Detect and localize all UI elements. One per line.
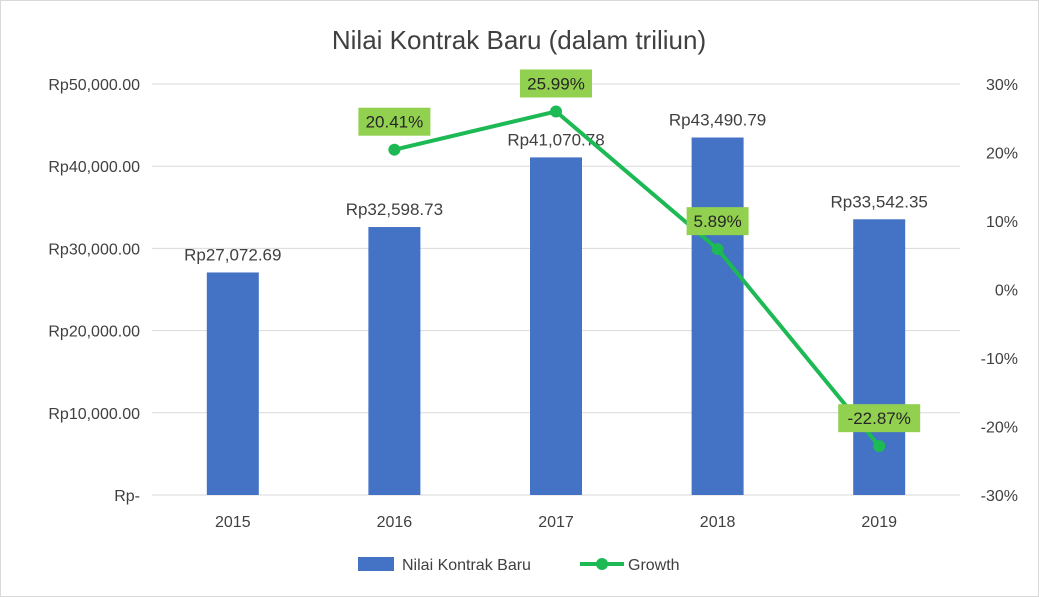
left-tick-label: Rp10,000.00 [48,406,140,423]
growth-label-text: 5.89% [693,212,741,231]
left-axis-ticks: Rp- Rp10,000.00 Rp20,000.00 Rp30,000.00 Rp40… [48,77,140,505]
growth-label-text: 20.41% [366,113,424,132]
bar-data-label: Rp27,072.69 [184,245,281,264]
bar [206,272,259,495]
bar-data-label: Rp33,542.35 [831,192,928,211]
growth-label-box [686,207,749,236]
growth-data-label: -22.87% [838,404,921,433]
bar [853,219,906,496]
growth-point [550,105,562,118]
legend-item-nilai-kontrak-baru: Nilai Kontrak Baru [358,557,531,574]
growth-point [711,243,724,256]
growth-point [873,440,886,453]
bar-data-label: Rp41,070.78 [507,130,604,149]
left-tick-label: Rp20,000.00 [48,324,140,341]
bar-data-label: Rp43,490.79 [669,111,766,130]
growth-line [393,109,881,448]
x-tick-label: 2018 [700,514,736,531]
growth-data-label: 25.99% [520,69,592,98]
growth-point [388,143,401,156]
bar-series [206,137,906,496]
x-tick-label: 2019 [861,514,897,531]
chart-title: Nilai Kontrak Baru (dalam triliun) [332,25,706,55]
bar [530,157,582,495]
right-tick-label: 10% [986,214,1018,231]
right-tick-label: -30% [981,488,1018,505]
x-tick-label: 2016 [377,514,413,531]
left-tick-label: Rp30,000.00 [48,241,140,258]
bar [691,137,744,495]
legend-item-growth: Growth [580,557,680,574]
x-axis-ticks: 2015 2016 2017 2018 2019 [215,514,897,531]
growth-label-text: -22.87% [848,409,911,428]
bar-data-labels: Rp27,072.69 Rp32,598.73 Rp41,070.78 Rp43,49… [184,111,928,265]
left-tick-label: Rp50,000.00 [48,77,140,94]
legend-label: Growth [628,557,680,574]
left-tick-label: Rp- [114,488,140,505]
legend-label: Nilai Kontrak Baru [402,557,531,574]
growth-label-box [520,69,592,98]
right-tick-label: -10% [981,351,1018,368]
growth-line-series [388,105,886,453]
right-axis-ticks: -30% -20% -10% 0% 10% 20% 30% [981,77,1018,505]
growth-data-label: 5.89% [686,207,749,236]
legend-bar-swatch [358,557,394,571]
bar [368,227,421,495]
x-tick-label: 2017 [538,514,574,531]
left-tick-label: Rp40,000.00 [48,159,140,176]
growth-label-box [838,404,921,433]
right-tick-label: 30% [986,77,1018,94]
growth-data-labels: 20.41% 25.99% 5.89% -22.87% [358,69,921,433]
right-tick-label: -20% [981,420,1018,437]
legend: Nilai Kontrak Baru Growth [358,557,680,574]
growth-label-text: 25.99% [527,74,585,93]
growth-data-label: 20.41% [358,107,431,136]
bar-data-label: Rp32,598.73 [346,200,443,219]
growth-label-box [358,107,431,136]
right-tick-label: 20% [986,146,1018,163]
x-tick-label: 2015 [215,514,251,531]
right-tick-label: 0% [995,283,1018,300]
legend-point-swatch [596,558,608,570]
